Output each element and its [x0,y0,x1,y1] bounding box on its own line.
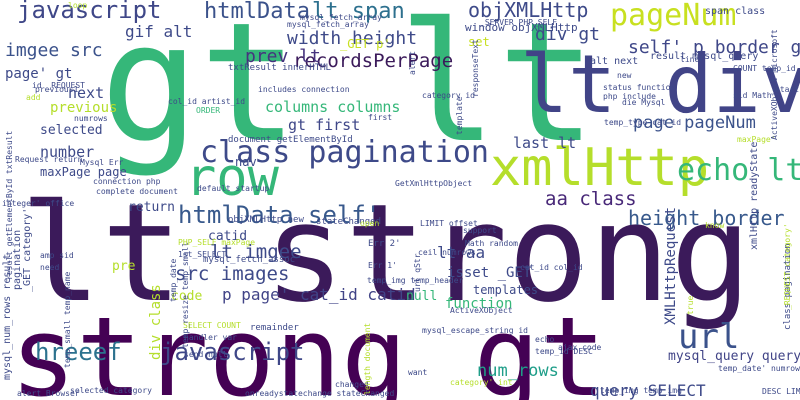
word-cloud-word: amp sid [40,251,74,260]
word-cloud-word: aa class [545,188,637,210]
word-cloud-word: template [455,96,464,135]
word-cloud-word: echo lt [677,153,800,188]
word-cloud-word: length document [363,323,372,395]
word-cloud-word: pre [112,259,136,274]
word-cloud-word: javascript [17,0,162,24]
word-cloud-word: alert Browser [17,389,80,398]
word-cloud-word: add [26,93,41,102]
word-cloud-word: ORDER [196,106,220,115]
word-cloud-word: new [617,71,632,80]
word-cloud-word: temp_date [169,258,178,302]
word-cloud-word: objXMLHttp new [228,215,304,225]
word-cloud-word: send null [184,350,228,359]
word-cloud-word: xmlHttp readyState [749,142,760,250]
word-cloud-word: url qStr [413,253,422,292]
word-cloud-word: col_id artist_id [168,97,245,106]
word-cloud-word: imgee src [5,40,103,61]
word-cloud-word: Err 2' [368,239,401,249]
word-cloud-word: XMLHttpRequest [663,207,679,325]
word-cloud-word: remainder [250,323,299,333]
word-cloud-word: need [40,263,59,272]
word-cloud-word: alert [408,51,417,75]
word-cloud-word: line [680,55,699,64]
word-cloud-word: result getElementById txtResult [5,131,14,280]
word-cloud-word: status function [603,83,675,92]
word-cloud-word: DESC LIMIT [762,387,800,396]
word-cloud-word: 1st_SELECT [178,250,226,259]
word-cloud-word: Err 1' [368,261,397,270]
word-cloud-word: alt next [590,56,638,67]
word-cloud-word: selected category [70,386,152,395]
word-cloud-word: templates [473,283,538,297]
word-cloud-word: category' int [450,378,513,387]
word-cloud-word: GetXmlHttpObject [395,179,472,188]
word-cloud-word: temp_type cat_id [604,118,681,127]
word-cloud-word: want [408,368,427,377]
word-cloud-word: mysql_escape_string id [422,326,528,335]
word-cloud-word: handler var [184,333,237,342]
word-cloud-word: open [360,219,379,228]
word-cloud-word: category id [422,91,475,100]
word-cloud-word: Request return [15,155,83,164]
word-cloud-word: know [705,221,724,230]
word-cloud-word: cat_id catid [300,285,416,304]
word-cloud-word: responseText [471,39,480,97]
word-cloud-word: ActiveXObject [450,306,513,315]
word-cloud-word: mysql_query query [668,349,800,364]
word-cloud-word: true [686,296,695,315]
word-cloud-word: nav [235,155,257,169]
word-cloud-word: temp_img temp_img [600,386,682,395]
word-cloud-word: result mysql_query [650,51,758,62]
word-cloud-word: temp_date' numrows [718,364,800,373]
word-cloud-word: SELECT COUNT [183,321,241,330]
word-cloud-word: PHP_SELF maxPage [178,238,255,247]
word-cloud-word: _GET p' [340,37,391,51]
word-cloud-word: page' gt [5,66,72,82]
word-cloud-word: cat_id col_id [520,263,583,272]
word-cloud-word: start [775,85,799,94]
word-cloud-word: temp_id DESC [535,347,593,356]
word-cloud-word: _REQUEST category' [783,223,792,310]
word-cloud-word: selected [40,123,103,138]
word-cloud-word: mysql_fetch_array [300,13,382,22]
word-cloud-word: first [368,113,392,122]
word-cloud-word: return [128,200,175,215]
word-cloud-word: document getElementById [228,135,353,145]
word-cloud-word: gt first [288,116,360,134]
word-cloud-word: gif alt [125,22,192,41]
word-cloud-word: temp_small temp_name [63,271,72,368]
word-cloud-word: LIMIT offset [420,219,478,228]
word-cloud-word: ceil numrows [418,248,476,257]
word-cloud-word: p page' [222,285,289,304]
word-cloud-word: src images [175,263,289,285]
word-cloud-word: temp_img temp_header [367,276,464,285]
word-cloud-word: default startup [197,184,269,193]
word-cloud-word: _GET category' [22,208,33,292]
word-cloud-word: echo [535,335,554,344]
word-cloud-word: txtResult innerHTML [228,63,331,73]
word-cloud-word: _SERVER PHP_SELF [480,18,557,27]
word-cloud-word: numrows [74,114,108,123]
word-cloud-word: id _REQUEST [32,81,85,90]
word-cloud-word: loop [68,1,87,10]
word-cloud-word: onreadystatechange stateChanged [245,389,394,398]
word-cloud-word: connection php [93,177,161,186]
word-cloud-word: COUNT temp_id [733,64,796,73]
word-cloud-word: sid Math [733,91,772,100]
word-cloud-word: includes connection [258,85,350,94]
word-cloud-word: hreeef [35,338,122,366]
word-cloud-word: span class [705,6,765,17]
word-cloud-word: div class [148,284,164,360]
word-cloud-word: last lt [513,134,576,152]
word-cloud-word: complete document [96,187,178,196]
word-cloud-word: die Mysql [622,98,666,107]
word-cloud-word: Mysql Err [80,158,124,167]
word-cloud-word: Math random [465,239,518,248]
